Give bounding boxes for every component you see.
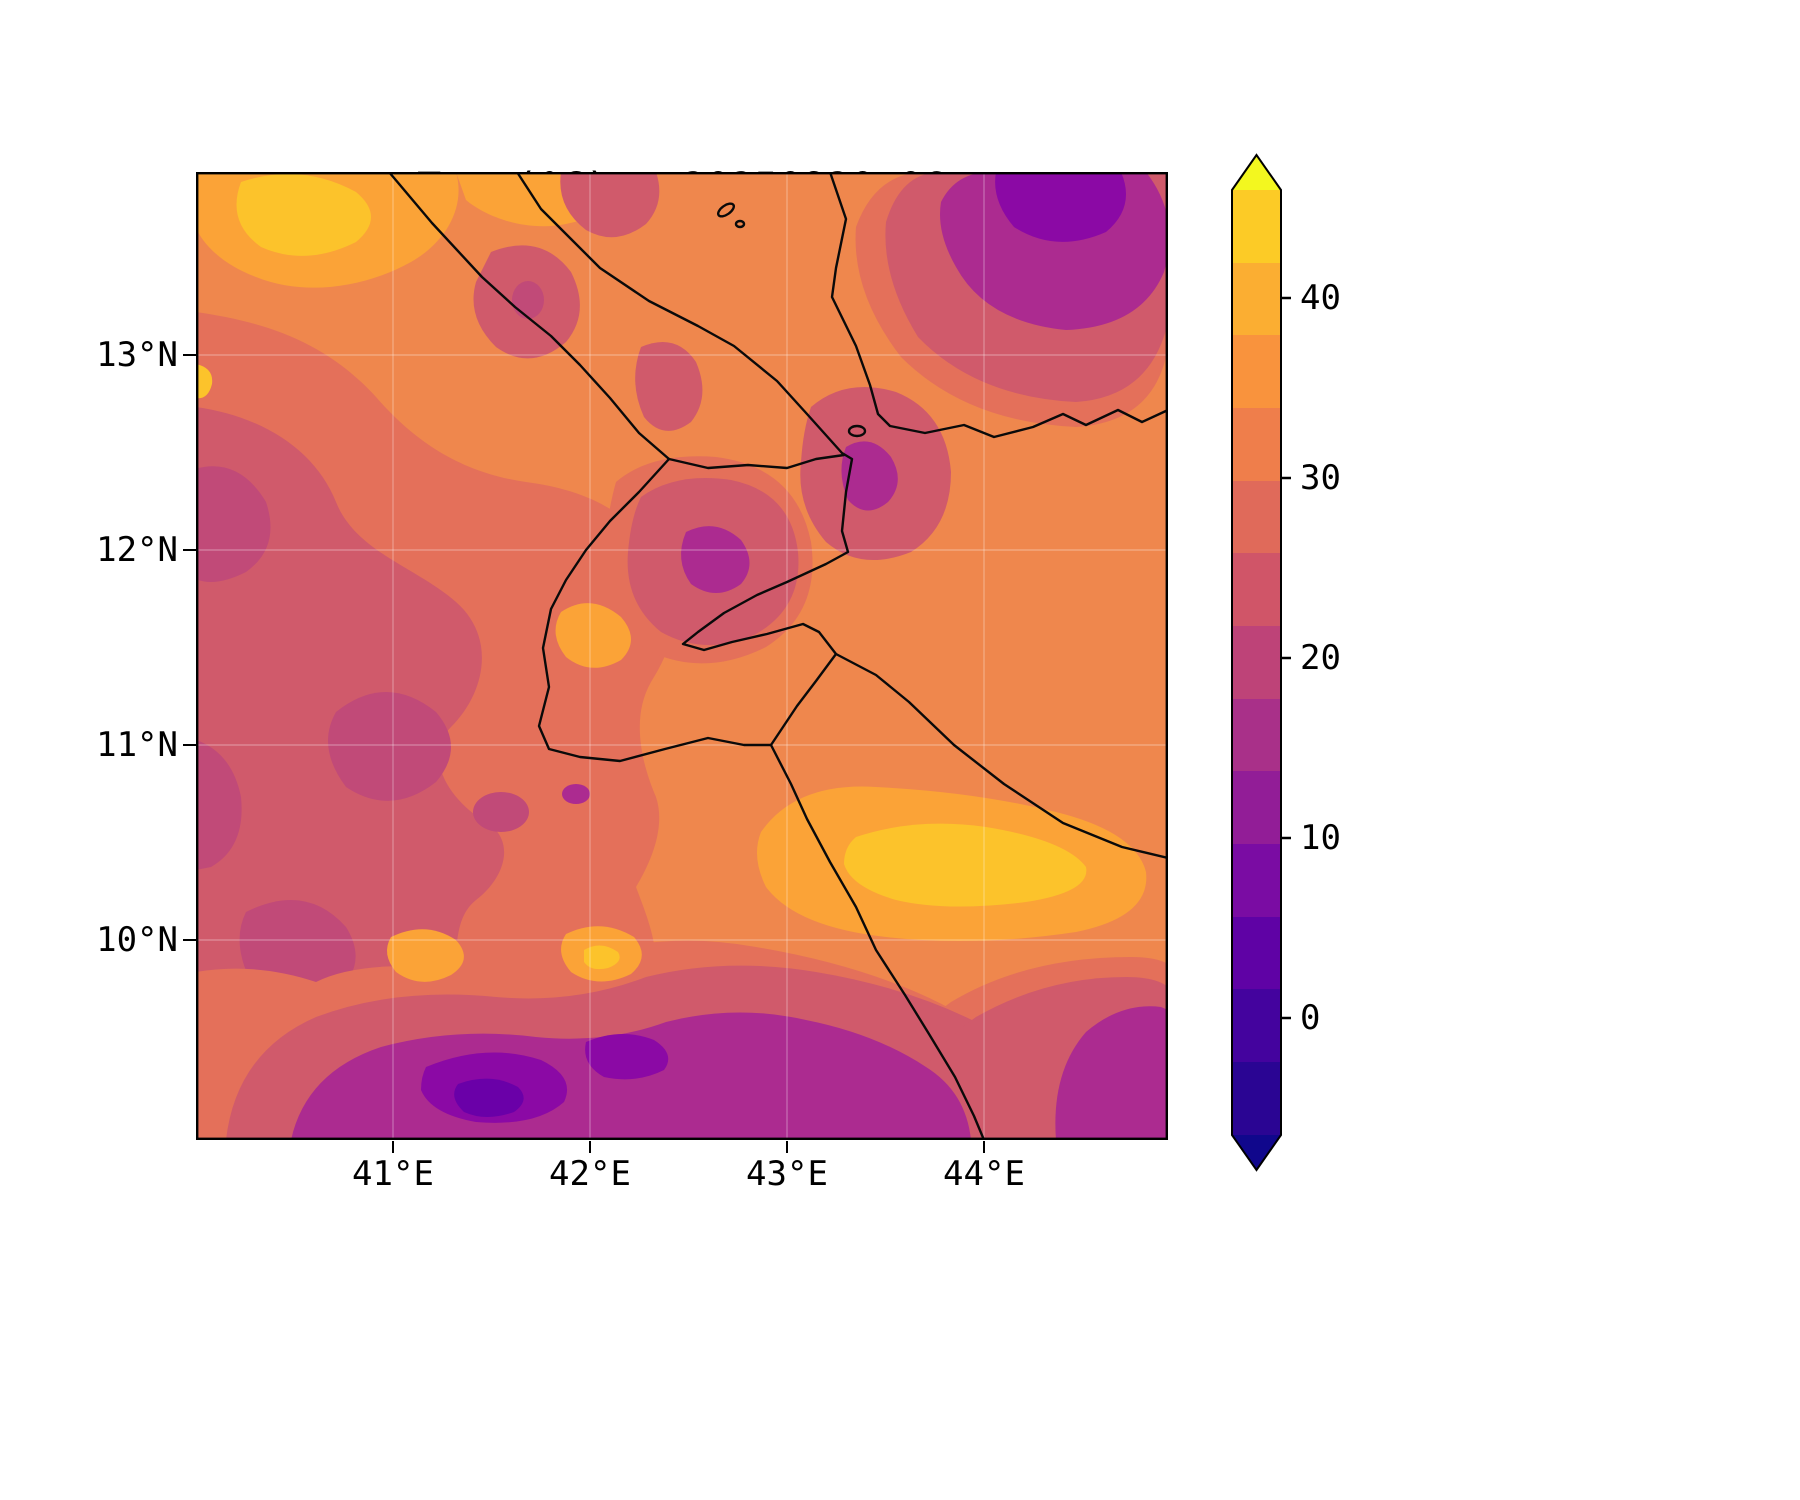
xtick-42e: 42°E — [549, 1154, 631, 1194]
xtick-43e: 43°E — [746, 1154, 828, 1194]
colorbar-arrow-top — [1232, 155, 1281, 190]
ytick-10n: 10°N — [96, 920, 178, 960]
temp-region-rose-topedge — [560, 172, 660, 238]
ytick-mark — [183, 939, 196, 941]
colorbar-band — [1232, 989, 1281, 1062]
colorbar-arrow-bottom — [1232, 1135, 1281, 1170]
xtick-mark — [589, 1141, 591, 1153]
temp-region-yellow-nw — [236, 174, 371, 256]
temp-region-yellow-sliver — [196, 364, 213, 399]
temp-region-deeprose — [196, 739, 242, 870]
colorbar-band — [1232, 844, 1281, 917]
colorbar-band — [1232, 481, 1281, 553]
ytick-11n: 11°N — [96, 725, 178, 765]
temp-region-hot-coast-core — [844, 823, 1087, 907]
temperature-field — [196, 172, 1168, 1140]
colorbar-band — [1232, 771, 1281, 844]
ytick-mark — [183, 354, 196, 356]
coastline-redsea-gulfaden — [515, 172, 1168, 860]
coastline-yemen — [828, 172, 1168, 439]
colorbar-band — [1232, 553, 1281, 626]
temp-region-purple-ne — [995, 172, 1126, 242]
border-ethiopia-somalia — [769, 743, 986, 1140]
ytick-13n: 13°N — [96, 335, 178, 375]
colorbar-tick-20: 20 — [1300, 638, 1341, 678]
ytick-mark — [183, 549, 196, 551]
temp-region-purple-south — [585, 1033, 669, 1080]
border-djibouti-somalia — [769, 652, 838, 747]
island-outline — [734, 219, 746, 229]
temp-region-deeprose — [473, 792, 529, 832]
temp-region-yellow-core — [584, 945, 620, 970]
colorbar — [1231, 153, 1291, 1172]
colorbar-band — [1232, 408, 1281, 481]
colorbar-band — [1232, 699, 1281, 771]
plot-frame — [196, 172, 1168, 1140]
colorbar-band — [1232, 1062, 1281, 1135]
colorbar-tick-marks — [1281, 296, 1291, 1020]
temp-region-rose-coast-small — [635, 342, 703, 431]
xtick-44e: 44°E — [943, 1154, 1025, 1194]
xtick-mark — [786, 1141, 788, 1153]
ytick-12n: 12°N — [96, 530, 178, 570]
colorbar-tick-0: 0 — [1300, 998, 1321, 1038]
temp-region-deeprose-core — [512, 281, 544, 319]
temp-region-magenta-strait — [841, 441, 898, 511]
colorbar-tick-40: 40 — [1300, 278, 1341, 318]
temp-region-magenta-center — [681, 526, 750, 593]
colorbar-band — [1232, 263, 1281, 335]
colorbar-band — [1232, 626, 1281, 699]
xtick-mark — [392, 1141, 394, 1153]
map-plot — [196, 172, 1168, 1140]
temp-region-deep-purple-core — [454, 1078, 524, 1117]
border-djibouti-ethiopia — [537, 457, 773, 763]
temp-region-magenta-dot — [562, 784, 590, 804]
island-outline — [716, 202, 736, 218]
colorbar-outline — [1231, 153, 1282, 1172]
colorbar-tick-30: 30 — [1300, 458, 1341, 498]
temp-region-warm-patch — [387, 929, 464, 982]
temp-region-deeprose — [328, 692, 451, 801]
border-eritrea-djibouti — [667, 453, 846, 470]
border-eritrea-ethiopia — [387, 172, 671, 461]
country-border-lines — [387, 172, 1168, 1140]
xtick-41e: 41°E — [352, 1154, 434, 1194]
colorbar-tick-10: 10 — [1300, 818, 1341, 858]
temp-region-deeprose — [196, 466, 271, 582]
ytick-mark — [183, 744, 196, 746]
temp-region-magenta-southeast — [1055, 1006, 1168, 1140]
colorbar-band — [1232, 335, 1281, 408]
colorbar-band — [1232, 917, 1281, 989]
xtick-mark — [983, 1141, 985, 1153]
colorbar-band — [1232, 190, 1281, 263]
island-outline — [847, 424, 867, 438]
temp-region-warm-center — [555, 603, 631, 668]
